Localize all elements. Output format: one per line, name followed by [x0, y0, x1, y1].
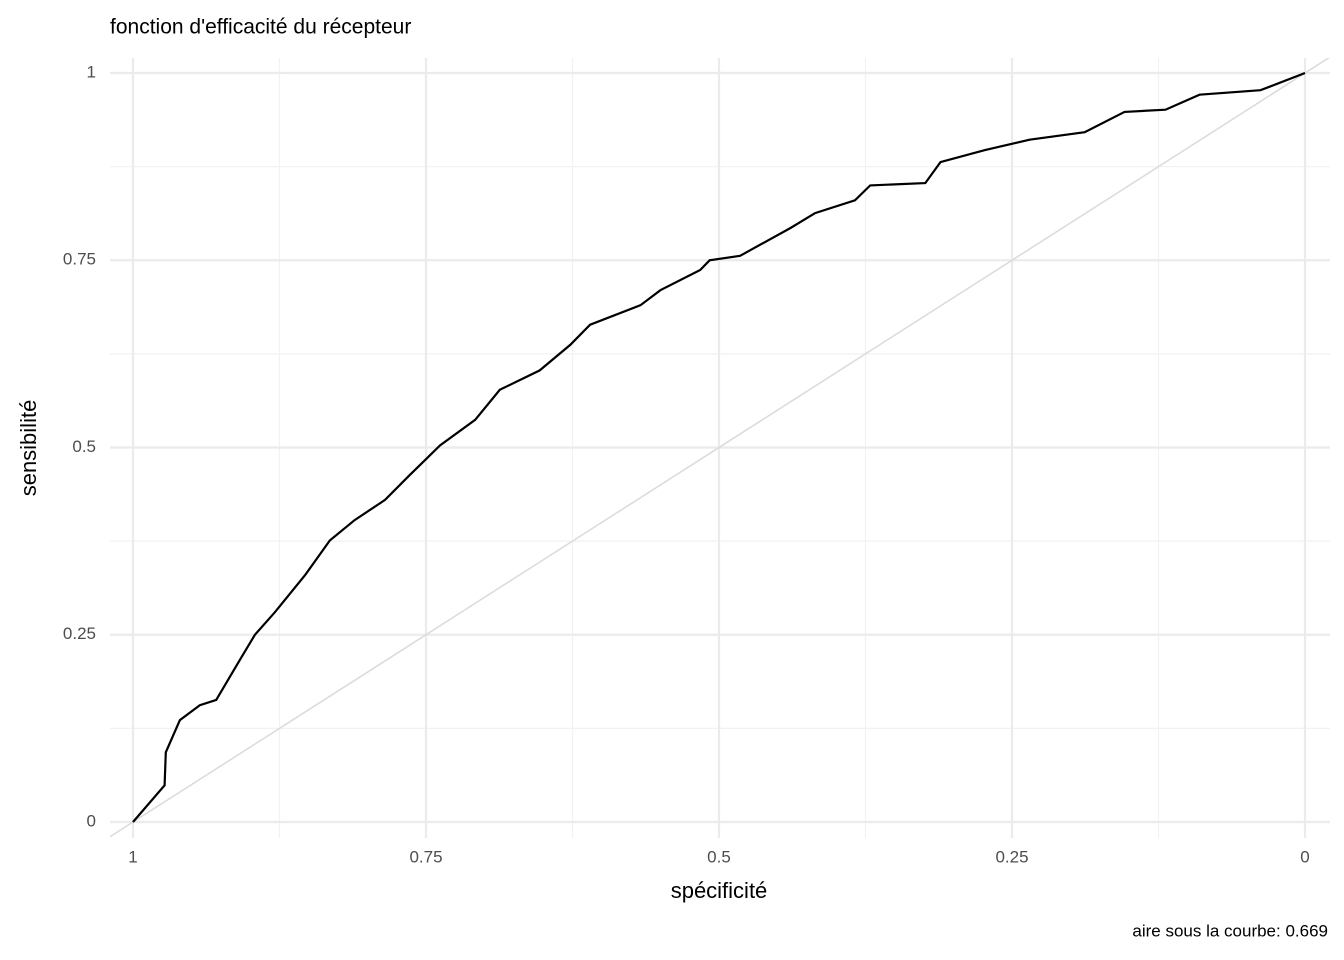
x-axis-label: spécificité — [671, 878, 768, 903]
y-tick-label: 0.5 — [72, 437, 96, 456]
x-tick-label: 0 — [1300, 847, 1309, 866]
diagonal — [110, 58, 1330, 838]
y-tick-label: 0 — [87, 811, 96, 830]
panel — [110, 58, 1330, 838]
y-tick-label: 1 — [87, 62, 96, 81]
x-tick-label: 0.5 — [707, 847, 731, 866]
x-tick-label: 0.25 — [995, 847, 1028, 866]
x-tick-label: 0.75 — [409, 847, 442, 866]
chart-title: fonction d'efficacité du récepteur — [110, 16, 411, 39]
y-tick-label: 0.25 — [63, 624, 96, 643]
roc-curve — [132, 71, 1306, 823]
caption: aire sous la courbe: 0.669 — [1132, 921, 1328, 940]
x-tick-label: 1 — [128, 847, 137, 866]
y-tick-label: 0.75 — [63, 250, 96, 269]
y-axis-label: sensibilité — [16, 400, 41, 497]
